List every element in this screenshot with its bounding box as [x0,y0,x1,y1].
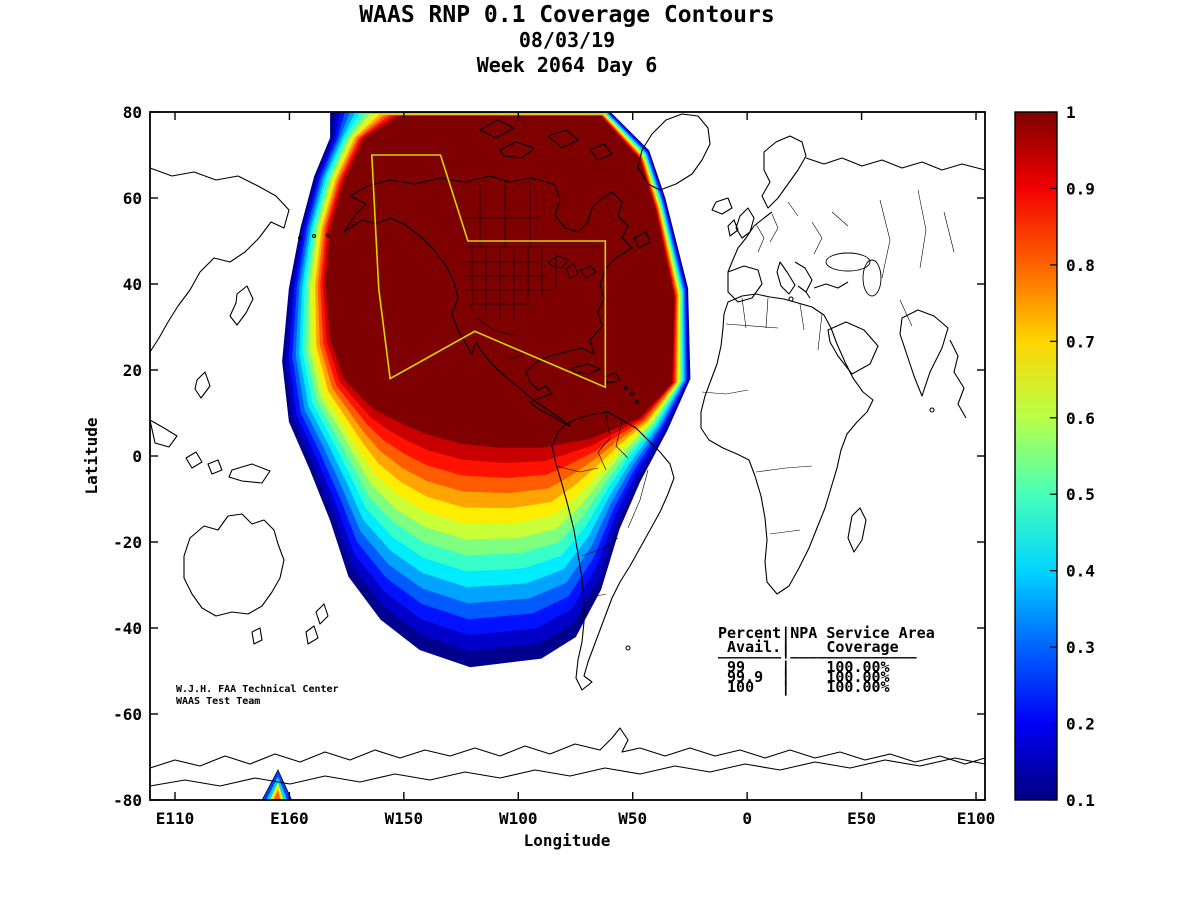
y-tick-label: -60 [113,705,142,724]
southeast-asia-coast [949,339,967,419]
philippines-outline [194,371,211,399]
new-zealand-outline [305,603,329,645]
aleutian-island [297,235,303,241]
y-tick-label: 20 [123,361,142,380]
balkans-greece-coast [794,261,849,299]
north-america-outline [343,175,633,427]
falkland-islands [625,645,631,651]
colorbar-tick-label: 0.7 [1066,332,1095,351]
colorbar-tick-label: 0.6 [1066,409,1095,428]
russia-arctic-coast [805,157,986,171]
europe-borders [755,201,849,255]
world-map-outlines [149,113,986,787]
antilles-island [629,391,635,397]
south-america-outline [551,411,675,691]
british-isles-outline [727,207,755,239]
stats-table-row-99-9: 99.9 | 100.00% [718,668,890,687]
arabia-outline [827,321,879,375]
y-axis-label: Latitude [82,417,101,494]
colorbar-tick-label: 0.5 [1066,485,1095,504]
colorbar-tick-label: 1 [1066,103,1076,122]
axes-frame [149,111,1058,801]
madagascar-outline [847,507,867,553]
italy-outline [776,261,796,295]
y-tick-label: 60 [123,189,142,208]
iberia-outline [727,265,763,303]
great-lakes [547,255,597,279]
x-tick-label: 0 [742,809,752,828]
black-sea [825,252,871,272]
scandinavia-outline [761,135,807,209]
antilles-island [623,385,629,391]
aleutian-island [325,232,331,238]
y-tick-label: 0 [132,447,142,466]
y-tick-label: -20 [113,533,142,552]
antarctic-feature-ring [273,789,281,800]
y-tick-label: -80 [113,791,142,810]
x-axis-label: Longitude [524,831,611,850]
x-tick-label: E110 [156,809,195,828]
text-labels: WAAS RNP 0.1 Coverage Contours 08/03/19 … [82,2,935,850]
indonesia-outline [149,419,223,475]
colorbar-tick-label: 0.4 [1066,562,1095,581]
colorbar-tick-label: 0.2 [1066,715,1095,734]
antarctic-feature-ring [270,782,284,800]
new-guinea-outline [228,463,271,484]
india-outline [899,309,949,397]
y-tick-label: 80 [123,103,142,122]
axis-ticks: E110 E160 W150 W100 W50 0 E50 E100 80 60 40 20 0 -20 -… [113,103,995,828]
chart-title: WAAS RNP 0.1 Coverage Contours [359,2,774,28]
colorbar-tick-label: 0.3 [1066,638,1095,657]
south-america-borders [555,413,649,599]
antilles-island [634,399,640,405]
europe-coast [727,211,773,273]
us-canada-borders [462,180,600,361]
x-tick-label: E160 [270,809,309,828]
chart-week: Week 2064 Day 6 [477,53,658,77]
x-tick-label: E100 [957,809,996,828]
antarctic-contour-feature [261,769,293,801]
asia-east-coast [149,167,290,353]
colorbar-ticks: 1 0.9 0.8 0.7 0.6 0.5 0.4 0.3 0.2 0.1 [1050,103,1095,810]
antarctica-inner-coast [149,757,986,787]
colorbar [1014,111,1058,801]
colorbar-tick-label: 0.9 [1066,179,1095,198]
tasmania-outline [251,627,263,645]
colorbar-tick-label: 0.1 [1066,791,1095,810]
iceland-outline [711,197,733,215]
aleutian-island [311,233,317,239]
npa-service-area-boundary [370,154,607,389]
stats-table-header: Percent|NPA Service Area [718,624,935,643]
x-tick-label: W100 [499,809,538,828]
stats-table-row-99: 99 | 100.00% [718,658,890,677]
asia-borders [879,189,955,327]
coverage-contours [282,111,691,668]
greenland-outline [637,113,711,191]
japan-outline [229,285,254,326]
arctic-islands [479,119,613,161]
y-tick-label: -40 [113,619,142,638]
stats-table-subheader: Avail.| Coverage [718,638,899,657]
service-area-overlay [370,154,607,389]
chart-date: 08/03/19 [519,28,615,52]
australia-outline [183,513,285,617]
sri-lanka-outline [929,407,935,413]
x-tick-label: E50 [847,809,876,828]
antarctica-coast [149,727,986,769]
credit-line-1: W.J.H. FAA Technical Center [176,683,339,695]
caspian-sea [862,259,882,297]
africa-outline [700,293,874,595]
y-tick-label: 40 [123,275,142,294]
stats-table-row-100: 100 | 100.00% [718,678,890,697]
x-tick-label: W50 [618,809,647,828]
stats-table-rule: _______|______________ [718,641,918,660]
cuba-outline [571,363,601,375]
newfoundland-outline [633,231,651,249]
credit-line-2: WAAS Test Team [176,696,260,707]
africa-borders [701,297,823,535]
x-tick-label: W150 [385,809,424,828]
colorbar-tick-label: 0.8 [1066,256,1095,275]
